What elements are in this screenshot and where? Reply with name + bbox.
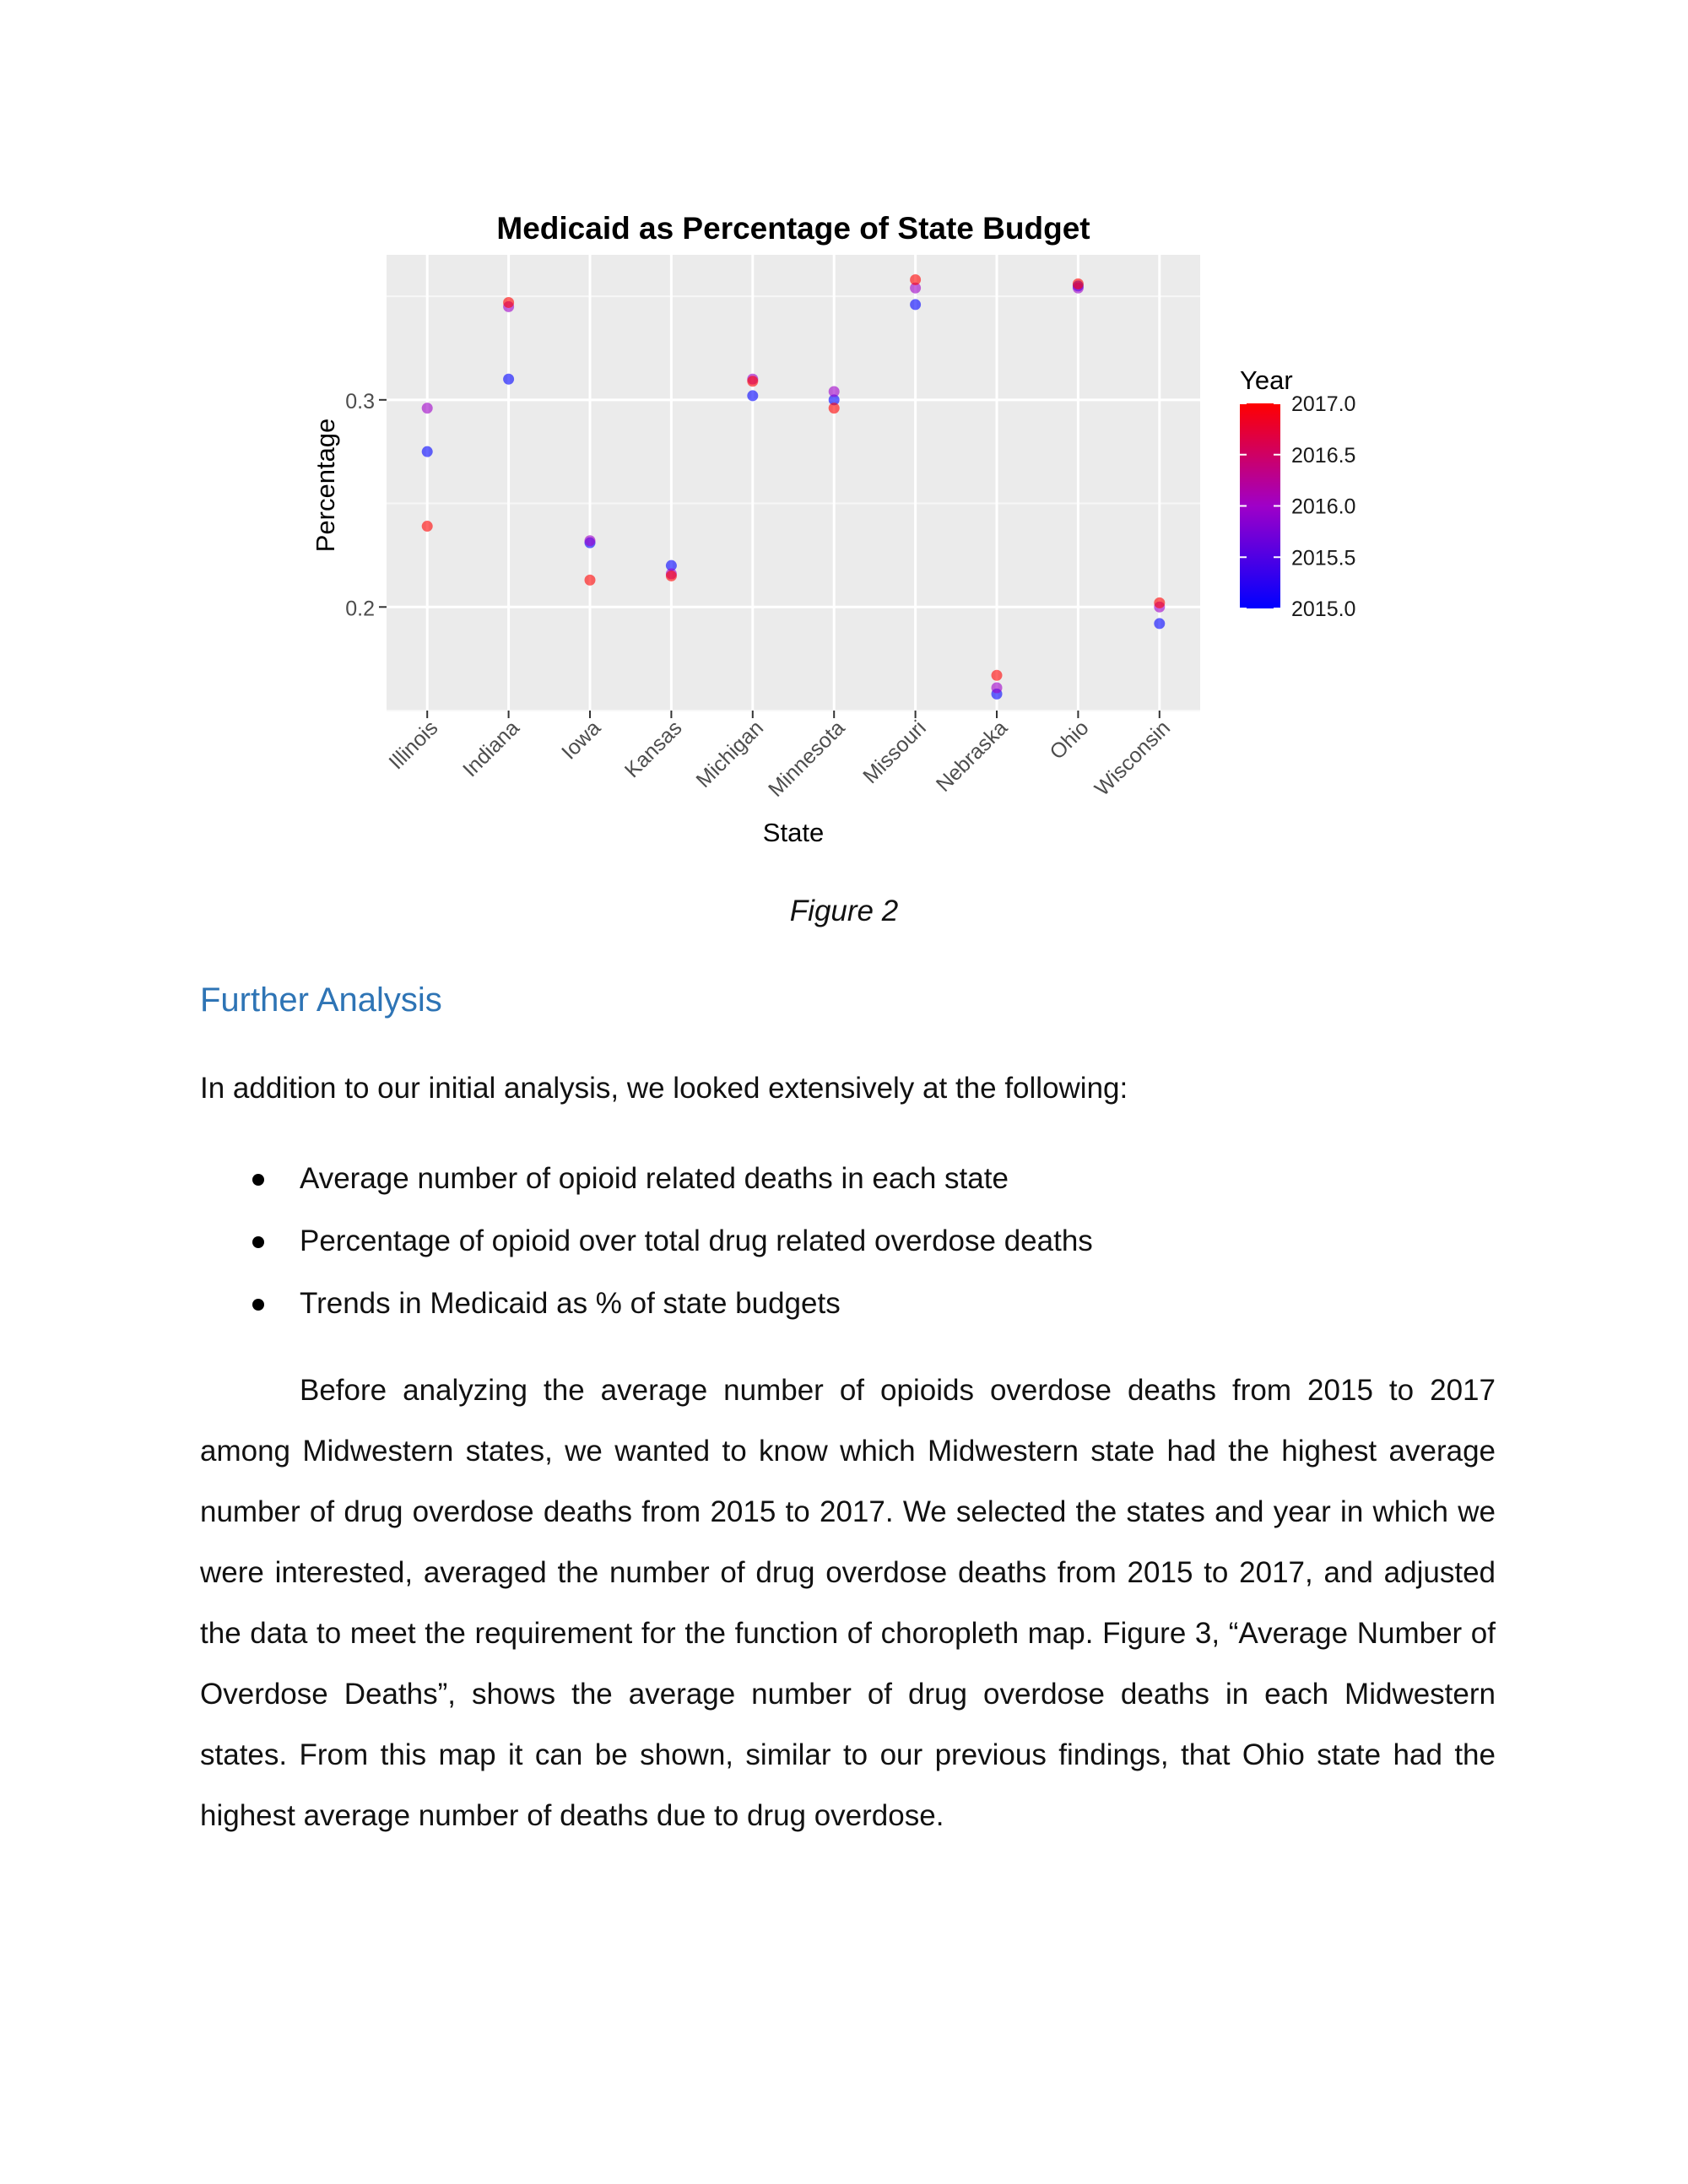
data-point [1154, 618, 1166, 630]
data-point [910, 299, 922, 311]
section-heading: Further Analysis [200, 981, 442, 1019]
grid-minor [387, 295, 1200, 711]
data-point [910, 273, 922, 285]
x-axis-label: State [763, 818, 824, 847]
data-points [421, 273, 1166, 700]
data-point [991, 682, 1003, 694]
data-point [421, 403, 433, 414]
x-tick-label: Nebraska [932, 716, 1013, 797]
grid-major [387, 255, 1200, 711]
x-tick-label: Iowa [557, 716, 605, 764]
data-point [421, 446, 433, 457]
data-point [828, 403, 840, 414]
legend-tick-label: 2016.5 [1291, 444, 1355, 468]
data-point [747, 390, 759, 402]
y-tick-label: 0.3 [345, 390, 375, 414]
bullet-item: Percentage of opioid over total drug rel… [200, 1210, 1093, 1273]
bullet-text: Trends in Medicaid as % of state budgets [300, 1287, 841, 1320]
x-tick-label: Michigan [691, 716, 768, 792]
x-tick-label: Kansas [620, 716, 687, 782]
bullet-dot-icon [252, 1236, 264, 1248]
data-point [910, 282, 922, 294]
x-tick-label: Indiana [458, 716, 524, 781]
bullet-dot-icon [252, 1299, 264, 1311]
data-point [1154, 597, 1166, 608]
bullet-text: Average number of opioid related deaths … [300, 1162, 1009, 1195]
data-point [828, 386, 840, 397]
x-tick-label: Illinois [385, 716, 443, 774]
data-point [503, 296, 515, 308]
bullet-list: Average number of opioid related deaths … [200, 1148, 1093, 1335]
y-axis-ticks: 0.2 0.3 [345, 390, 387, 620]
legend-tick-label: 2016.0 [1291, 495, 1355, 519]
legend-ticks: 2017.0 2016.5 2016.0 2015.5 2015.0 [1240, 392, 1355, 621]
data-point [991, 669, 1003, 681]
x-tick-label: Wisconsin [1090, 716, 1175, 800]
x-tick-label: Missouri [858, 716, 931, 788]
year-legend: Year 2017.0 2016.5 2016.0 2015.5 2015.0 [1240, 365, 1355, 621]
chart-title: Medicaid as Percentage of State Budget [496, 211, 1090, 246]
data-point [584, 535, 596, 547]
x-axis-ticks: Illinois Indiana Iowa Kansas MichiganMinneso… [385, 711, 1175, 802]
bullet-item: Trends in Medicaid as % of state budgets [200, 1273, 1093, 1335]
y-tick-label: 0.2 [345, 597, 375, 620]
data-point [584, 574, 596, 586]
data-point [1072, 278, 1084, 289]
body-paragraph: Before analyzing the average number of o… [200, 1374, 1496, 1832]
data-point [665, 570, 677, 581]
bullet-text: Percentage of opioid over total drug rel… [300, 1224, 1093, 1257]
data-point [828, 394, 840, 406]
data-point [665, 560, 677, 571]
legend-tick-label: 2015.0 [1291, 597, 1355, 621]
data-point [421, 521, 433, 532]
figure-caption: Figure 2 [789, 895, 899, 927]
bullet-dot-icon [252, 1174, 264, 1186]
legend-title: Year [1240, 365, 1293, 395]
legend-tick-label: 2015.5 [1291, 546, 1355, 570]
data-point [747, 376, 759, 387]
medicaid-scatter-chart: Medicaid as Percentage of State Budget 0… [311, 211, 1355, 847]
x-tick-label: Minnesota [764, 716, 849, 801]
x-tick-label: Ohio [1045, 716, 1093, 764]
bullet-item: Average number of opioid related deaths … [200, 1148, 1093, 1210]
legend-tick-label: 2017.0 [1291, 392, 1355, 416]
plot-panel [387, 255, 1200, 711]
intro-text: In addition to our initial analysis, we … [200, 1072, 1128, 1105]
data-point [503, 373, 515, 385]
y-axis-label: Percentage [311, 419, 340, 553]
